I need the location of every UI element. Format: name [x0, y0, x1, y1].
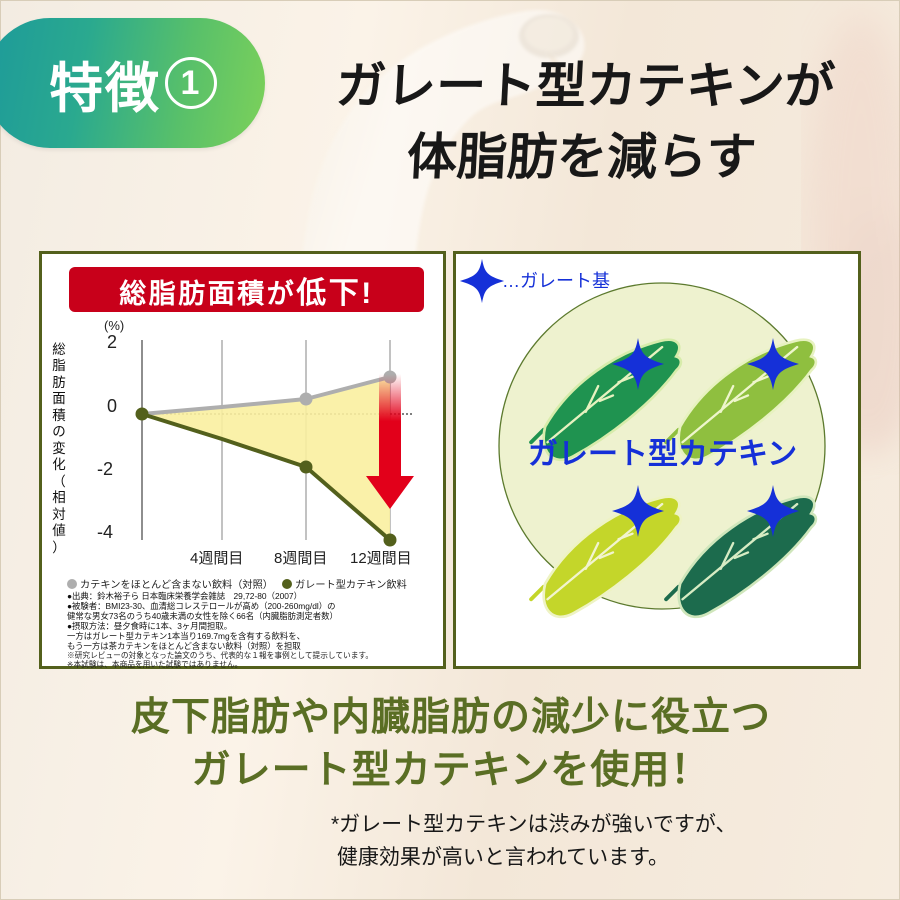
svg-text:-4: -4 — [97, 522, 113, 542]
svg-text:2: 2 — [107, 332, 117, 352]
svg-text:ガレート型カテキン飲料: ガレート型カテキン飲料 — [295, 578, 407, 591]
svg-text:ガレート型カテキン: ガレート型カテキン — [528, 438, 797, 471]
svg-text:8週間目: 8週間目 — [274, 550, 327, 567]
svg-text:…ガレート基: …ガレート基 — [502, 271, 610, 291]
svg-text:-2: -2 — [97, 459, 113, 479]
svg-text:12週間目: 12週間目 — [350, 550, 412, 567]
svg-text:(%): (%) — [104, 318, 124, 333]
svg-text:カテキンをほとんど含まない飲料（対照）: カテキンをほとんど含まない飲料（対照） — [80, 578, 273, 591]
svg-text:0: 0 — [107, 396, 117, 416]
svg-text:4週間目: 4週間目 — [190, 550, 243, 567]
